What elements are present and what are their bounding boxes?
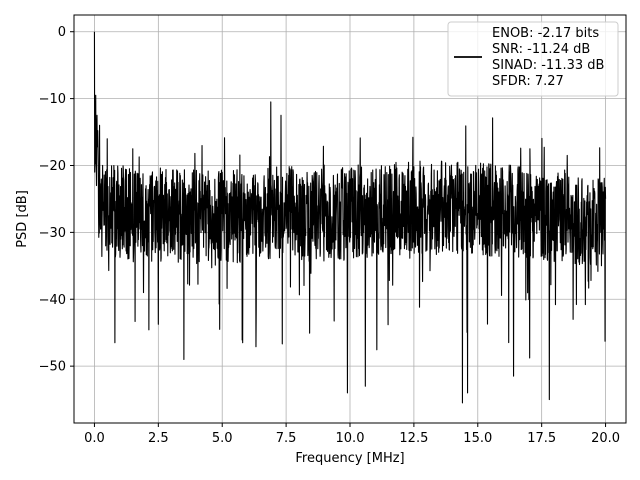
y-tick-label: −40 [39,293,66,308]
y-tick-label: −10 [39,92,66,107]
x-tick-label: 5.0 [212,431,233,446]
y-tick-label: −30 [39,226,66,241]
psd-trace [93,31,607,404]
legend-box [447,21,619,97]
legend-line-snr: SNR: -11.24 dB [492,42,590,57]
legend: ENOB: -2.17 bits SNR: -11.24 dB SINAD: -… [447,21,619,97]
x-axis-ticks: 0.0 2.5 5.0 7.5 10.0 12.5 15.0 17.5 20.0 [84,423,620,446]
y-tick-label: −20 [39,159,66,174]
y-axis-label: PSD [dB] [15,190,30,248]
y-tick-label: −50 [39,360,66,375]
x-tick-label: 7.5 [276,431,297,446]
x-tick-label: 20.0 [591,431,620,446]
legend-line-sfdr: SFDR: 7.27 [492,74,564,89]
y-tick-label: 0 [58,25,66,40]
x-tick-label: 15.0 [463,431,492,446]
x-tick-label: 2.5 [148,431,169,446]
legend-line-sinad: SINAD: -11.33 dB [492,58,604,73]
x-tick-label: 10.0 [336,431,365,446]
x-tick-label: 0.0 [84,431,105,446]
psd-trace-group [93,31,607,404]
y-axis-ticks: 0 −10 −20 −30 −40 −50 [39,25,74,375]
x-tick-label: 17.5 [527,431,556,446]
legend-line-enob: ENOB: -2.17 bits [492,26,599,41]
x-axis-label: Frequency [MHz] [295,451,404,466]
x-tick-label: 12.5 [399,431,428,446]
